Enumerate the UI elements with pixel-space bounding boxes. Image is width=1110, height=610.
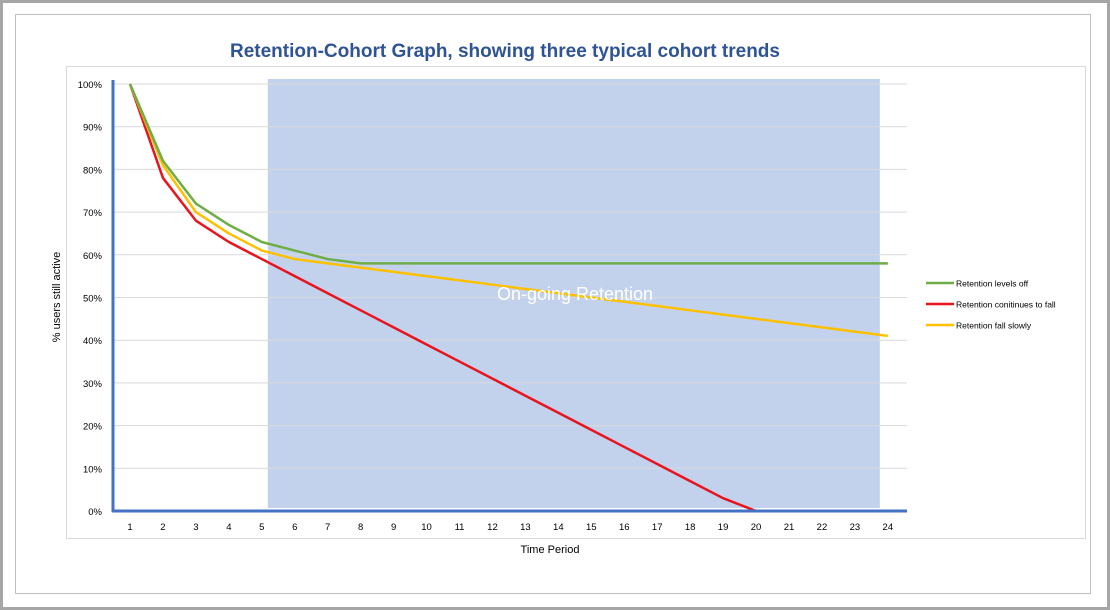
x-tick-label: 12: [487, 522, 498, 533]
y-tick-label: 10%: [83, 464, 103, 475]
y-tick-label: 90%: [83, 123, 103, 134]
x-tick-label: 23: [850, 522, 861, 533]
x-tick-label: 18: [685, 522, 696, 533]
y-tick-label: 50%: [83, 294, 103, 305]
x-tick-label: 22: [817, 522, 828, 533]
x-tick-label: 3: [193, 522, 198, 533]
x-tick-label: 1: [127, 522, 132, 533]
series-line-1: [128, 83, 888, 265]
y-tick-label: 30%: [83, 379, 103, 390]
chart-title: Retention-Cohort Graph, showing three ty…: [230, 41, 780, 62]
legend-label-2: Retention conitinues to fall: [956, 300, 1056, 310]
y-tick-label: 60%: [83, 251, 103, 262]
x-tick-label: 16: [619, 522, 630, 533]
x-tick-label: 21: [784, 522, 795, 533]
x-tick-label: 10: [421, 522, 432, 533]
y-tick-label: 70%: [83, 208, 103, 219]
y-tick-label: 100%: [78, 80, 103, 91]
legend-label-3: Retention fall slowly: [956, 321, 1032, 331]
x-tick-label: 13: [520, 522, 531, 533]
shaded-region: [267, 79, 880, 508]
y-tick-label: 40%: [83, 336, 103, 347]
x-tick-label: 20: [751, 522, 762, 533]
plot-area-border: [66, 66, 1086, 539]
x-tick-label: 8: [358, 522, 363, 533]
x-tick-label: 24: [883, 522, 894, 533]
y-tick-label: 80%: [83, 165, 103, 176]
x-tick-label: 5: [259, 522, 264, 533]
x-tick-label: 17: [652, 522, 663, 533]
x-tick-label: 9: [391, 522, 396, 533]
x-tick-label: 7: [325, 522, 330, 533]
shaded-region-label: On-going Retention: [497, 284, 653, 304]
y-tick-label: 0%: [88, 507, 102, 518]
x-tick-label: 2: [160, 522, 165, 533]
x-tick-label: 11: [455, 522, 465, 533]
y-axis-label: % users still active: [51, 252, 63, 342]
y-tick-label: 20%: [83, 422, 103, 433]
x-tick-label: 15: [586, 522, 597, 533]
x-tick-label: 14: [553, 522, 564, 533]
legend-label-1: Retention levels off: [956, 279, 1029, 289]
x-tick-label: 4: [226, 522, 231, 533]
x-tick-label: 6: [292, 522, 297, 533]
x-tick-label: 19: [718, 522, 729, 533]
x-axis-label: Time Period: [521, 544, 580, 556]
series-line-3: [128, 83, 889, 338]
